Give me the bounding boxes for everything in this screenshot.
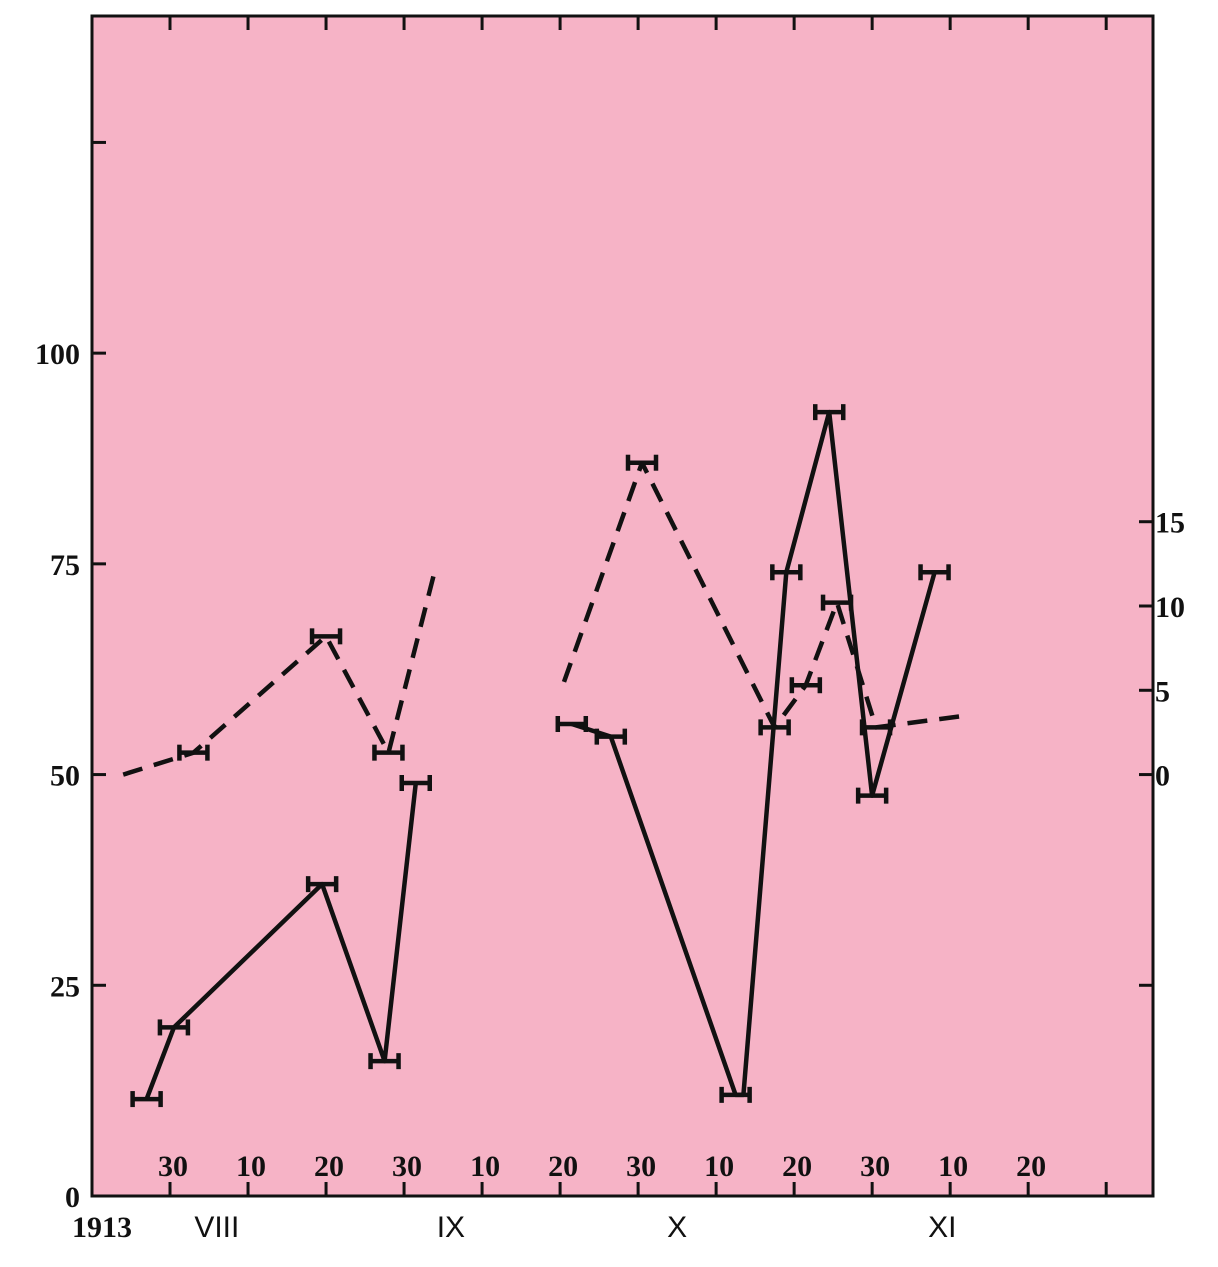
plot-background [92,16,1153,1196]
error-bar-marker [918,564,951,581]
x-tick-label: 30 [626,1150,656,1183]
month-label: XI [928,1211,956,1244]
error-bar-marker [130,1091,163,1108]
x-tick-label: 30 [392,1150,422,1183]
error-bar-marker [789,677,823,694]
right-y-tick-label: 5 [1155,675,1170,708]
x-tick-label: 10 [704,1150,734,1183]
left-y-tick-label: 25 [50,970,80,1003]
error-bar-marker [820,594,854,611]
month-label: X [667,1211,687,1244]
series-layer [122,404,967,1108]
right-y-tick-label: 15 [1155,507,1185,540]
dashed-series-line [122,568,438,777]
error-bar-marker [372,744,405,761]
error-bar-marker [625,454,659,471]
x-tick-label: 10 [236,1150,266,1183]
error-bar-marker [859,719,893,736]
left-y-tick-label: 100 [35,338,80,371]
error-bar-marker [368,1053,401,1070]
error-bar-marker [758,719,791,736]
left-y-tick-label: 75 [50,549,80,582]
left-y-tick-label: 50 [50,760,80,793]
month-label: VIII [194,1211,239,1244]
error-bar-marker [719,1086,752,1103]
right-y-tick-label: 10 [1155,591,1185,624]
x-tick-label: 10 [938,1150,968,1183]
error-bar-marker [157,1019,191,1036]
error-bar-marker [177,744,210,761]
x-tick-label: 20 [548,1150,578,1183]
right-y-tick-label: 0 [1155,760,1170,793]
plot-frame [90,14,1155,1198]
x-tick-label: 10 [470,1150,500,1183]
error-bar-marker [399,775,433,791]
error-bar-marker [812,404,846,421]
x-tick-label: 30 [158,1150,188,1183]
x-tick-label: 30 [860,1150,890,1183]
year-label: 1913 [72,1211,132,1244]
error-bar-marker [594,728,628,745]
x-tick-label: 20 [1016,1150,1046,1183]
left-y-tick-label: 0 [65,1181,80,1214]
error-bar-marker [309,628,343,645]
error-bar-marker [305,876,339,893]
x-tick-label: 20 [782,1150,812,1183]
error-bar-marker [770,564,803,581]
error-bar-marker [555,716,589,732]
solid-series-line [571,409,937,1098]
x-tick-label: 20 [314,1150,344,1183]
error-bar-marker [855,787,889,804]
month-label: IX [437,1211,465,1244]
